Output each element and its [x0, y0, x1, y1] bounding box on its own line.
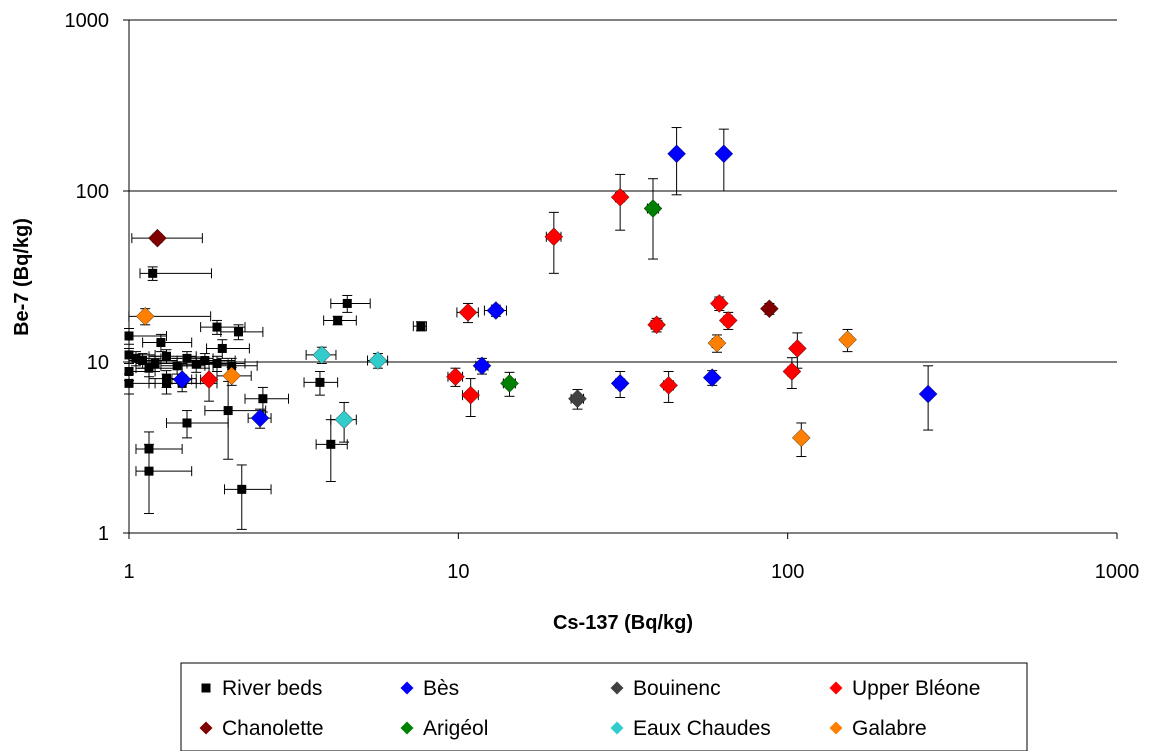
- point-galabre: [707, 333, 727, 353]
- point-upper-bl-one: [788, 339, 807, 358]
- legend: River beds Bès Bouinenc Upper Bléone Chanole…: [180, 662, 1028, 751]
- legend-marker-bouinenc: [610, 681, 624, 695]
- legend-marker-galabre: [829, 721, 843, 735]
- point-river-beds: [258, 394, 268, 404]
- legend-box: [180, 662, 1028, 751]
- point-river-beds: [326, 439, 336, 449]
- y-axis-label: Be-7 (Bq/kg): [11, 218, 33, 336]
- error-bars: [124, 127, 934, 530]
- point-upper-bl-one: [659, 376, 678, 395]
- point-galabre: [792, 428, 811, 448]
- point-river-beds: [191, 359, 201, 369]
- point-upper-bl-one: [782, 362, 802, 381]
- point-upper-bl-one: [647, 315, 666, 335]
- point-upper-bl-one: [710, 294, 729, 313]
- x-tick-label: 10: [447, 561, 469, 583]
- point-b-s: [667, 144, 686, 164]
- point-river-beds: [227, 361, 237, 371]
- point-upper-bl-one: [610, 187, 630, 207]
- point-upper-bl-one: [544, 227, 564, 247]
- point-river-beds: [237, 484, 247, 494]
- point-chanolette: [148, 228, 167, 248]
- point-b-s: [610, 374, 630, 393]
- point-galabre: [222, 366, 241, 386]
- legend-marker-eaux-chaudes: [610, 721, 624, 735]
- point-river-beds: [144, 363, 154, 373]
- point-river-beds: [182, 418, 192, 428]
- point-river-beds: [162, 351, 172, 361]
- point-b-s: [472, 356, 492, 376]
- point-upper-bl-one: [461, 385, 480, 405]
- legend-marker-chanolette: [199, 721, 213, 735]
- point-river-beds: [212, 322, 222, 332]
- legend-marker-arig-ol: [400, 721, 414, 735]
- point-chanolette: [760, 299, 779, 318]
- legend-label-eaux-chaudes: Eaux Chaudes: [633, 717, 771, 740]
- point-river-beds: [148, 268, 158, 278]
- point-arig-ol: [643, 199, 663, 218]
- data-points: [124, 144, 938, 494]
- legend-marker-upper-bl-one: [829, 681, 843, 695]
- point-river-beds: [172, 361, 182, 371]
- point-river-beds: [162, 374, 172, 384]
- point-upper-bl-one: [446, 367, 465, 387]
- point-upper-bl-one: [199, 370, 219, 389]
- point-eaux-chaudes: [334, 410, 354, 429]
- legend-label-galabre: Galabre: [852, 717, 927, 740]
- point-river-beds: [156, 338, 166, 348]
- point-b-s: [702, 368, 722, 387]
- point-b-s: [918, 384, 938, 404]
- point-river-beds: [131, 353, 141, 363]
- legend-label-bouinenc: Bouinenc: [633, 677, 721, 700]
- point-river-beds: [333, 315, 343, 325]
- point-galabre: [135, 307, 155, 326]
- point-river-beds: [233, 327, 243, 337]
- legend-label-arig-ol: Arigéol: [423, 717, 488, 740]
- point-arig-ol: [500, 374, 519, 393]
- legend-marker-b-s: [400, 681, 414, 695]
- point-river-beds: [182, 353, 192, 363]
- point-river-beds: [200, 356, 210, 366]
- point-river-beds: [416, 321, 426, 331]
- x-tick-label: 1000: [1095, 561, 1140, 583]
- y-tick-label: 100: [76, 181, 109, 203]
- legend-label-chanolette: Chanolette: [222, 717, 324, 740]
- legend-marker-river-beds: [201, 683, 211, 693]
- point-upper-bl-one: [458, 303, 478, 322]
- y-tick-label: 1: [98, 523, 109, 545]
- legend-label-river-beds: River beds: [222, 677, 322, 700]
- point-river-beds: [144, 466, 154, 476]
- point-river-beds: [162, 378, 172, 388]
- point-galabre: [838, 330, 857, 349]
- axes: [123, 19, 1118, 539]
- point-river-beds: [315, 377, 325, 387]
- point-river-beds: [150, 359, 160, 369]
- point-bouinenc: [568, 389, 587, 408]
- tick-labels: 1 10 100 1000 1 10 100 1000: [65, 10, 1140, 583]
- legend-label-upper-bl-one: Upper Bléone: [852, 677, 980, 700]
- x-tick-label: 100: [771, 561, 804, 583]
- point-river-beds: [217, 343, 227, 353]
- point-upper-bl-one: [718, 311, 738, 330]
- x-tick-label: 1: [123, 561, 134, 583]
- point-b-s: [486, 301, 506, 320]
- point-river-beds: [144, 444, 154, 454]
- point-eaux-chaudes: [312, 345, 332, 365]
- y-tick-label: 10: [87, 352, 109, 374]
- point-river-beds: [223, 406, 233, 416]
- point-b-s: [714, 144, 734, 164]
- point-river-beds: [138, 356, 148, 366]
- x-axis-label: Cs-137 (Bq/kg): [553, 612, 693, 634]
- y-tick-label: 1000: [65, 10, 110, 32]
- point-eaux-chaudes: [368, 351, 388, 370]
- point-b-s: [172, 370, 192, 389]
- point-river-beds: [212, 359, 222, 369]
- point-b-s: [250, 408, 270, 428]
- point-river-beds: [342, 298, 352, 308]
- legend-label-b-s: Bès: [423, 677, 459, 700]
